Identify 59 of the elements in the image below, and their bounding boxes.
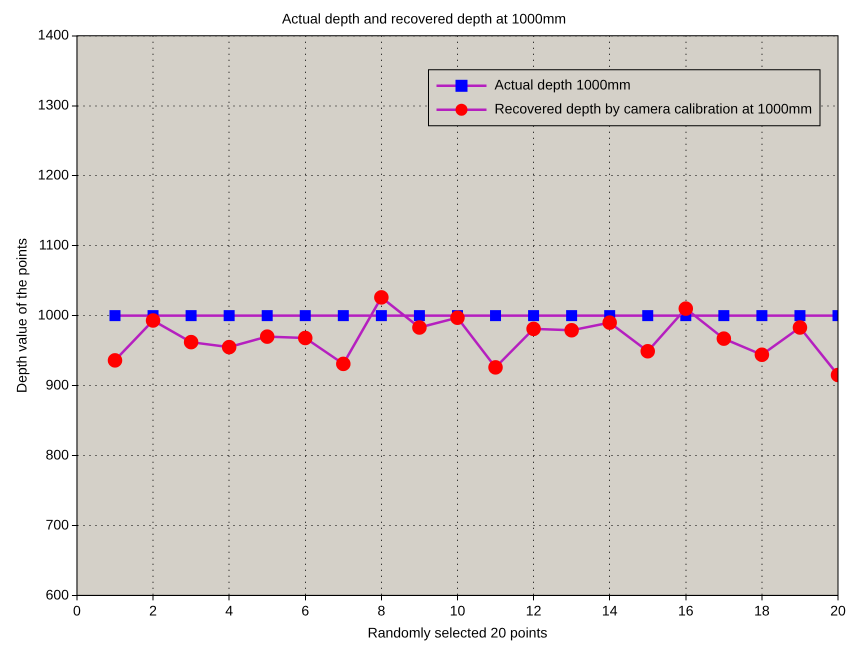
point	[564, 323, 579, 338]
legend-label: Actual depth 1000mm	[494, 76, 631, 93]
point	[756, 310, 768, 322]
y-tick-label: 700	[46, 516, 70, 532]
point	[412, 320, 427, 335]
x-tick-label: 8	[377, 602, 386, 619]
point	[262, 310, 273, 322]
point	[526, 322, 541, 336]
x-tick-label: 16	[678, 602, 694, 619]
x-tick-label: 10	[450, 602, 466, 619]
y-axis-title: Depth value of the points	[13, 238, 30, 394]
point	[186, 310, 197, 322]
y-tick-label: 800	[46, 446, 70, 462]
point	[754, 348, 770, 362]
point	[450, 310, 465, 325]
point	[224, 310, 235, 322]
chart-title: Actual depth and recovered depth at 1000mm	[282, 10, 566, 26]
point	[414, 310, 425, 322]
y-tick-label: 600	[46, 586, 70, 602]
y-tick-label: 1000	[38, 306, 70, 322]
y-tick-label: 1300	[38, 96, 70, 113]
point	[794, 310, 806, 322]
point	[490, 310, 502, 322]
point	[374, 290, 389, 305]
point	[146, 313, 160, 328]
y-tick-label: 900	[46, 376, 70, 392]
x-tick-label: 18	[754, 602, 770, 619]
point	[566, 310, 578, 322]
point	[338, 310, 349, 322]
point	[640, 344, 655, 359]
point	[260, 329, 274, 344]
x-tick-label: 2	[149, 602, 158, 619]
point	[108, 353, 122, 368]
point	[222, 340, 236, 354]
y-tick-label: 1100	[38, 236, 70, 253]
point	[376, 310, 387, 322]
point	[184, 334, 198, 350]
point	[110, 310, 120, 322]
point	[602, 315, 617, 330]
y-tick-label: 1200	[38, 166, 70, 183]
point	[300, 310, 311, 322]
point	[336, 356, 351, 372]
point	[528, 310, 540, 322]
y-tick-label: 1400	[38, 26, 70, 43]
point	[298, 330, 313, 346]
legend-label: Recovered depth by camera calibration at 1000mm	[494, 100, 812, 117]
x-tick-label: 6	[301, 602, 310, 619]
point	[716, 331, 732, 346]
x-axis-title: Randomly selected 20 points	[368, 624, 548, 640]
point	[642, 310, 654, 322]
x-tick-label: 12	[526, 602, 542, 619]
point	[678, 301, 694, 316]
x-tick-label: 4	[225, 602, 234, 619]
point	[792, 320, 808, 335]
x-tick-label: 20	[830, 602, 846, 619]
x-tick-label: 14	[602, 602, 618, 619]
point	[718, 310, 730, 322]
x-tick-label: 0	[73, 602, 82, 619]
point	[488, 360, 503, 375]
